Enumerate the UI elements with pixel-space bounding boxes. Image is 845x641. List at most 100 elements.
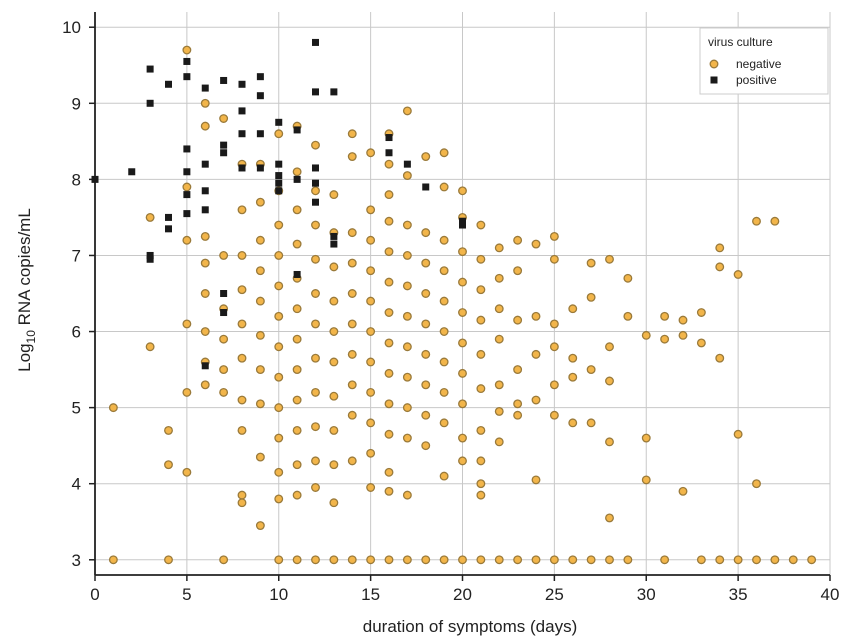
data-point-negative bbox=[421, 319, 431, 329]
data-point-negative bbox=[605, 513, 614, 523]
data-point-negative bbox=[274, 494, 284, 504]
data-point-negative bbox=[237, 353, 247, 363]
data-point-negative bbox=[623, 273, 633, 283]
data-point-negative bbox=[439, 266, 449, 276]
data-point-negative bbox=[439, 235, 449, 245]
data-point-negative bbox=[329, 190, 339, 200]
data-point-negative bbox=[292, 304, 302, 314]
data-point-positive bbox=[201, 362, 209, 370]
data-point-negative bbox=[605, 376, 614, 386]
data-point-negative bbox=[678, 330, 688, 340]
data-point-negative bbox=[108, 403, 118, 413]
data-point-negative bbox=[384, 486, 394, 496]
data-point-positive bbox=[91, 175, 99, 183]
data-point-negative bbox=[439, 418, 449, 428]
data-point-negative bbox=[770, 555, 780, 565]
data-point-negative bbox=[347, 380, 357, 390]
data-point-negative bbox=[311, 186, 320, 196]
data-point-positive bbox=[312, 198, 319, 206]
data-point-negative bbox=[733, 555, 743, 565]
data-point-positive bbox=[128, 168, 136, 176]
data-point-negative bbox=[531, 239, 541, 249]
data-point-negative bbox=[274, 220, 284, 230]
data-point-negative bbox=[494, 243, 504, 253]
data-point-negative bbox=[329, 296, 339, 306]
data-point-negative bbox=[439, 471, 449, 481]
data-point-negative bbox=[274, 251, 284, 260]
data-point-negative bbox=[513, 410, 523, 420]
data-point-negative bbox=[696, 338, 706, 348]
data-point-negative bbox=[347, 319, 357, 329]
data-point-negative bbox=[311, 483, 320, 492]
data-point-negative bbox=[237, 490, 247, 500]
legend-negative-marker bbox=[709, 59, 719, 69]
data-point-negative bbox=[384, 338, 394, 348]
data-point-negative bbox=[439, 148, 449, 158]
data-point-positive bbox=[165, 80, 172, 88]
data-point-negative bbox=[237, 285, 247, 295]
data-point-negative bbox=[660, 555, 670, 565]
data-point-positive bbox=[165, 213, 172, 221]
data-point-negative bbox=[384, 368, 394, 378]
data-point-negative bbox=[311, 140, 320, 150]
data-point-negative bbox=[329, 262, 339, 272]
data-point-positive bbox=[256, 164, 264, 172]
data-point-negative bbox=[200, 380, 210, 390]
legend: virus culture negative positive bbox=[699, 27, 829, 95]
data-point-negative bbox=[476, 479, 486, 489]
y-tick-label: 5 bbox=[72, 399, 81, 418]
data-point-negative bbox=[219, 387, 229, 397]
y-tick-label: 10 bbox=[62, 18, 81, 37]
data-point-negative bbox=[549, 410, 559, 420]
tick-labels: 0 5 10 15 20 25 30 35 40 3 4 5 6 7 8 9 10 bbox=[62, 18, 839, 604]
data-point-negative bbox=[311, 353, 320, 363]
data-point-negative bbox=[458, 399, 467, 409]
data-point-negative bbox=[458, 433, 467, 443]
data-point-negative bbox=[292, 460, 302, 470]
x-tick-label: 5 bbox=[182, 585, 191, 604]
data-point-negative bbox=[494, 273, 504, 283]
series-positive bbox=[91, 38, 466, 370]
data-point-negative bbox=[347, 289, 357, 298]
data-point-positive bbox=[403, 160, 411, 168]
data-point-negative bbox=[237, 395, 247, 405]
data-point-negative bbox=[476, 315, 486, 325]
data-point-negative bbox=[274, 342, 284, 352]
data-point-positive bbox=[220, 149, 228, 157]
data-point-negative bbox=[421, 410, 431, 420]
data-point-positive bbox=[201, 206, 209, 214]
data-point-negative bbox=[384, 429, 394, 439]
y-tick-label: 4 bbox=[72, 475, 81, 494]
data-point-negative bbox=[108, 555, 118, 565]
legend-positive-label: positive bbox=[736, 73, 777, 87]
data-point-negative bbox=[421, 228, 431, 238]
data-point-negative bbox=[402, 433, 412, 443]
data-point-negative bbox=[347, 258, 357, 268]
data-point-positive bbox=[293, 270, 301, 278]
data-point-negative bbox=[733, 270, 743, 279]
data-point-negative bbox=[182, 45, 192, 55]
data-point-positive bbox=[459, 217, 466, 225]
data-point-negative bbox=[549, 231, 559, 241]
data-point-negative bbox=[568, 555, 578, 565]
data-point-negative bbox=[513, 315, 523, 325]
y-tick-label: 6 bbox=[72, 323, 81, 342]
data-point-negative bbox=[219, 555, 229, 565]
data-point-negative bbox=[586, 418, 596, 428]
y-tick-label: 8 bbox=[72, 170, 81, 189]
data-point-negative bbox=[531, 555, 541, 565]
data-point-negative bbox=[292, 365, 302, 375]
data-point-negative bbox=[329, 357, 339, 367]
data-point-negative bbox=[715, 243, 725, 253]
data-point-positive bbox=[146, 255, 154, 263]
data-point-negative bbox=[402, 311, 412, 321]
data-point-negative bbox=[366, 357, 376, 367]
data-point-negative bbox=[568, 353, 578, 363]
data-point-positive bbox=[275, 160, 283, 168]
y-axis-title-sub: 10 bbox=[24, 330, 38, 344]
data-point-positive bbox=[220, 76, 228, 84]
data-point-positive bbox=[312, 164, 319, 172]
data-point-negative bbox=[292, 167, 302, 177]
data-point-positive bbox=[201, 84, 209, 92]
data-point-negative bbox=[255, 365, 265, 375]
